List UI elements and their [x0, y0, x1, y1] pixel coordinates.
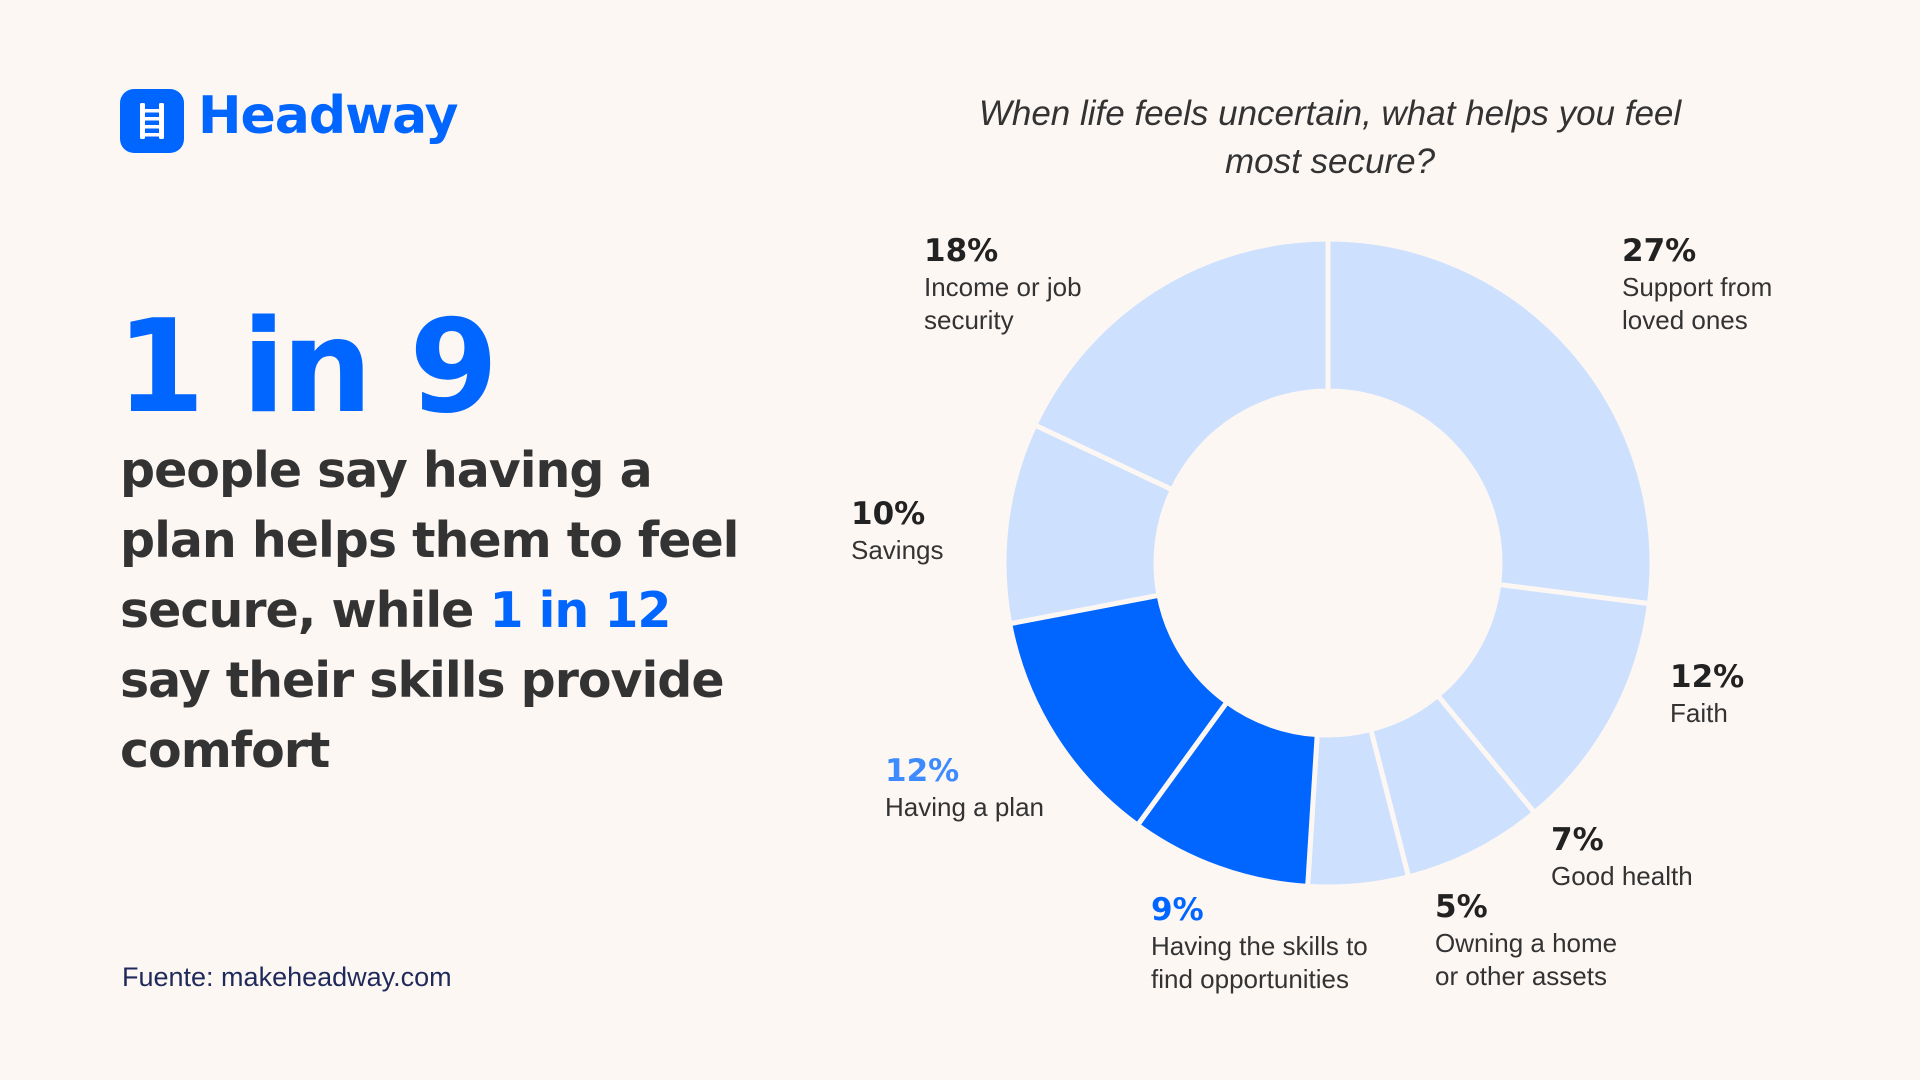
- source-note: Fuente: makeheadway.com: [122, 962, 452, 992]
- slice-category: Good health: [1551, 861, 1693, 891]
- slice-category: Faith: [1670, 698, 1728, 728]
- chart-title: When life feels uncertain, what helps yo…: [978, 94, 1682, 181]
- donut-slice-income-or-job-security: [1032, 236, 1331, 493]
- slice-percent: 12%: [1670, 659, 1745, 695]
- slice-label: 12% Faith: [1670, 659, 1890, 730]
- slice-category: Support from loved ones: [1622, 272, 1773, 335]
- slice-label: 9% Having the skills to find opportunitie…: [1151, 892, 1401, 996]
- headline-stat: 1 in 9: [116, 293, 498, 442]
- slice-label: 10% Savings: [851, 496, 1071, 567]
- slice-category: Income or job security: [924, 272, 1082, 335]
- slice-category: Savings: [851, 535, 944, 565]
- donut-slice-support-from-loved-ones: [1325, 236, 1655, 607]
- slice-percent: 18%: [924, 233, 999, 269]
- slice-percent: 5%: [1435, 889, 1488, 925]
- slice-percent: 27%: [1622, 233, 1697, 269]
- slice-percent: 10%: [851, 496, 926, 532]
- slice-category: Owning a home or other assets: [1435, 928, 1618, 991]
- slice-label: 7% Good health: [1551, 822, 1771, 893]
- statement-text-end: say their skills provide comfort: [120, 652, 725, 779]
- ladder-icon: [140, 103, 164, 139]
- slice-label: 18% Income or job security: [924, 233, 1144, 337]
- headline-statement: people say having a plan helps them to f…: [120, 436, 760, 786]
- slice-category: Having the skills to find opportunities: [1151, 931, 1368, 994]
- slice-label: 5% Owning a home or other assets: [1435, 889, 1645, 993]
- slice-percent: 7%: [1551, 822, 1604, 858]
- headway-logo-mark: [120, 89, 184, 153]
- brand-name: Headway: [198, 86, 459, 146]
- slice-category: Having a plan: [885, 792, 1044, 822]
- statement-text: people say having a plan helps them to f…: [120, 442, 739, 639]
- slice-label: 27% Support from loved ones: [1622, 233, 1822, 337]
- slice-label: 12% Having a plan: [885, 753, 1105, 824]
- donut-slice-having-a-plan: [1007, 592, 1230, 828]
- slice-percent: 9%: [1151, 892, 1204, 928]
- slice-percent: 12%: [885, 753, 960, 789]
- statement-highlight: 1 in 12: [489, 582, 671, 639]
